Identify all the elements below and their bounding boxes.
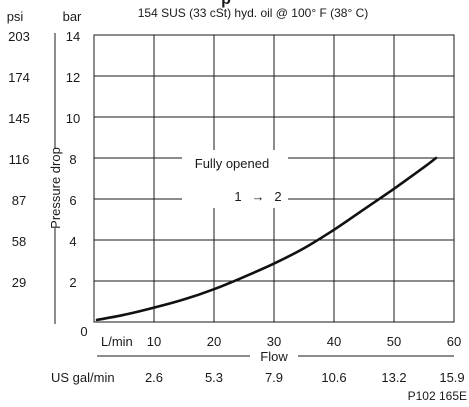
gal-tick: 5.3: [205, 370, 223, 385]
psi-tick-labels: 203 174 145 116 87 58 29: [8, 29, 30, 290]
psi-tick: 29: [12, 275, 26, 290]
psi-unit-label: psi: [7, 9, 24, 24]
chart-title: 154 SUS (33 cSt) hyd. oil @ 100° F (38° …: [138, 6, 369, 20]
x-tick: 30: [267, 334, 281, 349]
x-unit-label: L/min: [101, 334, 133, 349]
bar-tick-labels: 14 12 10 8 6 4 2 0: [66, 29, 88, 339]
x-tick: 10: [147, 334, 161, 349]
x-tick: 50: [387, 334, 401, 349]
y-axis-label: Pressure drop: [48, 147, 63, 229]
bar-tick: 8: [69, 152, 76, 167]
annotation-label: Fully opened: [195, 156, 269, 171]
x-tick: 20: [207, 334, 221, 349]
figure-code: P102 165E: [408, 389, 467, 403]
flow-arrow-icon: →: [252, 189, 265, 204]
gal-unit-label: US gal/min: [51, 370, 115, 385]
x-tick-labels: 10 20 30 40 50 60: [147, 334, 461, 349]
psi-tick: 58: [12, 234, 26, 249]
psi-tick: 203: [8, 29, 30, 44]
bar-tick: 2: [69, 275, 76, 290]
x-tick: 60: [447, 334, 461, 349]
gal-tick: 7.9: [265, 370, 283, 385]
header-fragment: p: [221, 0, 231, 8]
x-axis-label: Flow: [260, 349, 288, 364]
pressure-drop-curve: [95, 156, 438, 322]
port-to-label: 2: [274, 189, 281, 204]
psi-tick: 116: [9, 152, 30, 167]
gal-tick: 15.9: [439, 370, 464, 385]
annotation-box: [182, 150, 288, 208]
bar-tick: 0: [80, 324, 87, 339]
gal-tick-labels: 2.6 5.3 7.9 10.6 13.2 15.9: [145, 370, 465, 385]
psi-tick: 87: [12, 193, 26, 208]
port-from-label: 1: [234, 189, 241, 204]
gal-tick: 13.2: [381, 370, 406, 385]
bar-unit-label: bar: [63, 9, 82, 24]
bar-tick: 6: [69, 193, 76, 208]
psi-tick: 145: [8, 111, 30, 126]
psi-tick: 174: [8, 70, 30, 85]
gal-tick: 2.6: [145, 370, 163, 385]
bar-tick: 14: [66, 29, 80, 44]
bar-tick: 4: [69, 234, 76, 249]
bar-tick: 10: [66, 111, 80, 126]
x-tick: 40: [327, 334, 341, 349]
bar-tick: 12: [66, 70, 80, 85]
gal-tick: 10.6: [321, 370, 346, 385]
